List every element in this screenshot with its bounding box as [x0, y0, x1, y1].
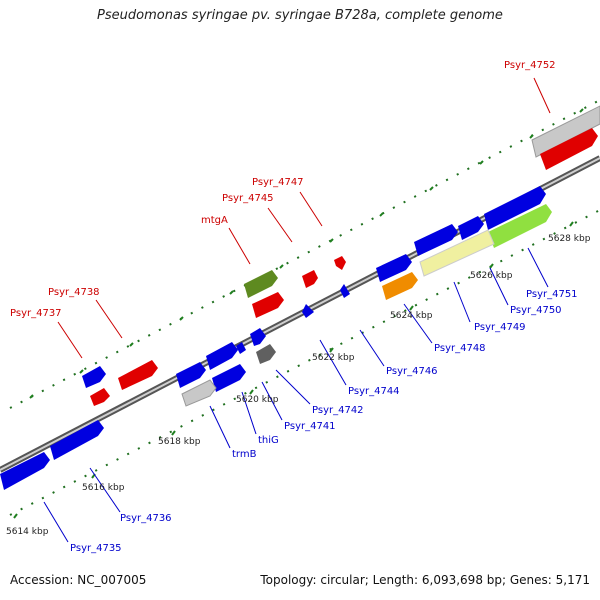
gene-thig-blue2[interactable]	[212, 364, 246, 392]
gene-psyr-4748-blue[interactable]	[414, 224, 458, 256]
gene-psyr-4746-arrow[interactable]	[340, 284, 350, 298]
gene-psyr-4750-blue[interactable]	[484, 186, 546, 230]
gene-trmb-gray[interactable]	[181, 379, 217, 407]
kbp-label: 5622 kbp	[312, 353, 355, 363]
gene-psyr-4747-red[interactable]	[334, 256, 346, 270]
kbp-label: 5620 kbp	[236, 395, 279, 405]
gene-label-psyr-4738[interactable]: Psyr_4738	[48, 287, 100, 298]
kbp-label: 5618 kbp	[158, 437, 201, 447]
gene-psyr-4742-blue[interactable]	[250, 328, 266, 346]
gene-psyr-4745-red[interactable]	[302, 270, 318, 288]
gene-psyr-4746-blue[interactable]	[376, 254, 412, 282]
gene-psyr-4735-blue[interactable]	[0, 452, 50, 490]
gene-label-psyr-4747[interactable]: Psyr_4747	[252, 177, 304, 188]
gene-psyr-4752[interactable]	[531, 105, 600, 158]
gene-psyr-4751-green[interactable]	[488, 204, 552, 248]
gene-psyr-4741-blue[interactable]	[236, 342, 246, 354]
gene-label-psyr-4741[interactable]: Psyr_4741	[284, 421, 336, 432]
kbp-label: 5628 kbp	[548, 234, 591, 244]
gene-label-psyr-4742[interactable]: Psyr_4742	[312, 405, 364, 416]
gene-psyr-4737-red[interactable]	[90, 388, 110, 406]
kbp-label: 5614 kbp	[6, 527, 49, 537]
gene-features[interactable]	[0, 105, 600, 490]
gene-mtga-red[interactable]	[252, 292, 284, 318]
kbp-label: 5626 kbp	[470, 271, 513, 281]
gene-psyr-4736-blue[interactable]	[50, 420, 104, 460]
gene-label-psyr-4748[interactable]: Psyr_4748	[434, 343, 486, 354]
gene-psyr-4742-gray[interactable]	[256, 344, 276, 364]
gene-label-thig[interactable]: thiG	[258, 435, 279, 446]
kbp-label: 5616 kbp	[82, 483, 125, 493]
gene-psyr-4752b[interactable]	[540, 128, 598, 170]
gene-label-psyr-4744[interactable]: Psyr_4744	[348, 386, 400, 397]
kbp-label: 5624 kbp	[390, 311, 433, 321]
gene-mtga-olive[interactable]	[244, 270, 278, 298]
gene-thig-blue[interactable]	[206, 342, 238, 370]
genome-summary: Topology: circular; Length: 6,093,698 bp…	[260, 573, 590, 587]
gene-label-psyr-4752[interactable]: Psyr_4752	[504, 60, 556, 71]
gene-psyr-4749-blue[interactable]	[458, 216, 484, 240]
gene-psyr-4738-red[interactable]	[118, 360, 158, 390]
gene-label-mtga[interactable]: mtgA	[201, 215, 228, 226]
kbp-tick-marks	[13, 108, 584, 519]
gene-trmb-blue[interactable]	[176, 362, 206, 388]
gene-psyr-4737-blue[interactable]	[82, 366, 106, 388]
outer-track-dots	[9, 99, 600, 516]
gene-psyr-4744-blue[interactable]	[302, 304, 314, 318]
gene-label-psyr-4749[interactable]: Psyr_4749	[474, 322, 526, 333]
gene-label-psyr-4746[interactable]: Psyr_4746	[386, 366, 438, 377]
accession-label: Accession: NC_007005	[10, 573, 147, 587]
gene-label-psyr-4750[interactable]: Psyr_4750	[510, 305, 562, 316]
gene-label-psyr-4745[interactable]: Psyr_4745	[222, 193, 274, 204]
gene-label-psyr-4751[interactable]: Psyr_4751	[526, 289, 578, 300]
gene-label-psyr-4737[interactable]: Psyr_4737	[10, 308, 62, 319]
gene-label-psyr-4735[interactable]: Psyr_4735	[70, 543, 122, 554]
gene-label-psyr-4736[interactable]: Psyr_4736	[120, 513, 172, 524]
genome-title: Pseudomonas syringae pv. syringae B728a,…	[97, 8, 503, 23]
gene-psyr-4749-yellow[interactable]	[419, 229, 495, 277]
gene-label-trmb[interactable]: trmB	[232, 449, 257, 460]
gene-psyr-4748-orange[interactable]	[382, 272, 418, 300]
label-leader-lines	[43, 77, 551, 543]
kbp-labels: 5614 kbp 5616 kbp 5618 kbp 5620 kbp 5622…	[6, 234, 591, 537]
